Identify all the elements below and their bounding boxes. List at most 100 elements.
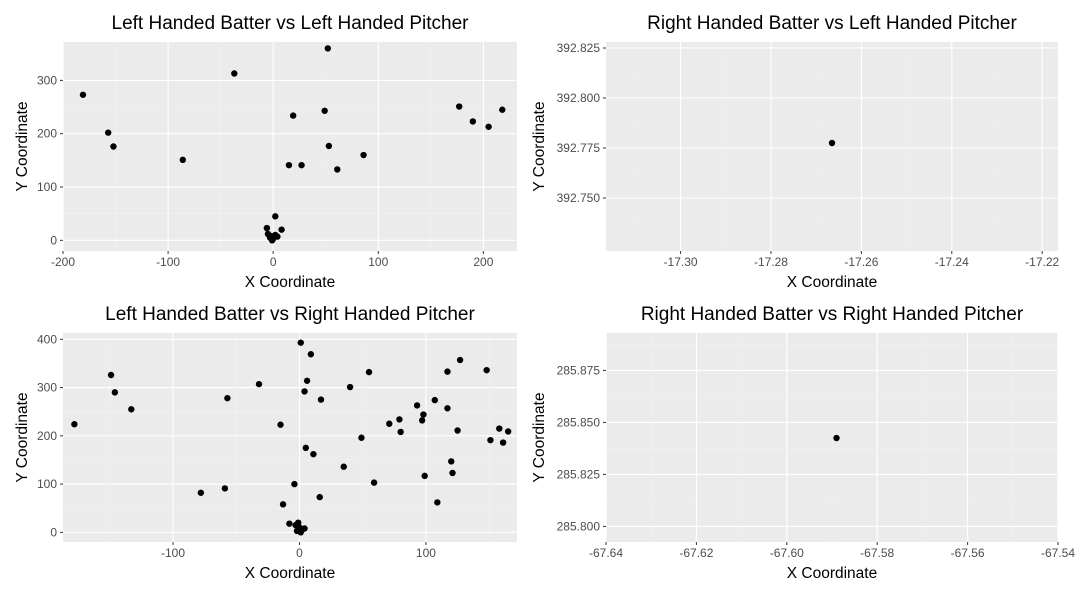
data-point: [325, 142, 333, 150]
y-tick-label: 285.800: [557, 519, 601, 533]
data-point: [224, 394, 231, 402]
x-tick-label: -17.28: [754, 255, 788, 269]
data-point: [71, 421, 78, 428]
panel-title: Right Handed Batter vs Left Handed Pitch…: [647, 13, 1017, 34]
data-point: [455, 103, 463, 110]
data-point: [307, 351, 315, 358]
data-point: [231, 70, 238, 77]
data-point: [303, 377, 311, 384]
x-axis-title: X Coordinate: [787, 565, 877, 582]
x-tick-label: 200: [473, 255, 493, 269]
y-axis-title: Y Coordinate: [14, 392, 31, 482]
plot-background: [63, 333, 517, 542]
y-axis-title: Y Coordinate: [14, 101, 31, 191]
data-point: [504, 428, 512, 435]
data-point: [298, 161, 305, 169]
x-tick-label: 0: [296, 546, 303, 560]
data-point: [360, 151, 367, 159]
panel-lhb-vs-rhp: Left Handed Batter vs Right Handed Pitch…: [14, 304, 517, 582]
y-tick-label: 392.775: [557, 141, 601, 155]
data-point: [279, 501, 287, 508]
grid: [63, 333, 517, 542]
x-tick-label: 0: [270, 255, 277, 269]
y-tick-label: 300: [37, 73, 57, 87]
data-point: [317, 396, 325, 403]
panel-rhb-vs-rhp: Right Handed Batter vs Right Handed Pitc…: [531, 304, 1075, 582]
data-point: [346, 383, 354, 391]
data-point: [444, 405, 451, 412]
x-tick-label: -17.24: [935, 255, 969, 269]
x-tick-label: -67.58: [860, 546, 894, 560]
x-tick-label: -67.62: [679, 546, 713, 560]
data-point: [291, 480, 298, 488]
data-point: [487, 436, 494, 444]
y-tick-label: 400: [37, 332, 57, 346]
grid: [605, 333, 1059, 542]
x-tick-label: -67.54: [1041, 546, 1075, 560]
y-axis-title: Y Coordinate: [531, 392, 548, 482]
panel-title: Left Handed Batter vs Right Handed Pitch…: [105, 304, 475, 325]
data-point: [316, 493, 323, 501]
data-point: [833, 434, 840, 442]
data-point: [431, 396, 438, 404]
data-point: [104, 129, 112, 136]
panel-lhb-vs-lhp: Left Handed Batter vs Left Handed Pitche…: [14, 13, 517, 291]
data-point: [421, 472, 428, 480]
data-point: [324, 45, 332, 52]
y-tick-label: 285.825: [557, 467, 601, 481]
data-point: [278, 226, 285, 233]
data-point: [418, 417, 426, 424]
data-point: [79, 91, 87, 98]
data-point: [370, 479, 378, 486]
y-tick-label: 0: [50, 233, 57, 247]
x-tick-label: -200: [51, 255, 75, 269]
data-point: [277, 421, 284, 428]
data-point: [310, 450, 317, 458]
x-axis-title: X Coordinate: [245, 274, 335, 291]
data-point: [110, 143, 117, 150]
data-point: [340, 463, 347, 470]
data-point: [111, 389, 119, 396]
x-axis: -100 0 100: [161, 542, 436, 560]
x-tick-label: -100: [156, 255, 180, 269]
data-point: [263, 224, 271, 232]
y-axis: 392.750 392.775 392.800 392.825: [557, 41, 606, 205]
data-point: [289, 112, 297, 119]
data-point: [128, 406, 135, 413]
y-tick-label: 200: [37, 429, 57, 443]
data-point: [469, 118, 477, 125]
panel-rhb-vs-lhp: Right Handed Batter vs Left Handed Pitch…: [531, 13, 1060, 291]
data-point: [454, 427, 461, 434]
data-point: [396, 416, 403, 423]
data-point: [297, 529, 304, 536]
data-point: [221, 485, 229, 492]
data-point: [295, 519, 302, 526]
x-tick-label: -67.64: [589, 546, 623, 560]
y-tick-label: 285.875: [557, 363, 601, 377]
panel-title: Right Handed Batter vs Right Handed Pitc…: [641, 304, 1024, 325]
points: [828, 139, 836, 147]
plot-background: [606, 42, 1058, 251]
data-point: [285, 161, 293, 169]
points: [833, 434, 840, 442]
data-point: [434, 499, 441, 506]
y-tick-label: 392.825: [557, 41, 601, 55]
x-tick-label: -100: [161, 546, 185, 560]
data-point: [485, 123, 492, 130]
y-axis: 0 100 200 300: [37, 73, 63, 247]
data-point: [499, 439, 507, 446]
data-point: [301, 388, 308, 395]
data-point: [179, 156, 187, 164]
points: [71, 339, 512, 536]
x-tick-label: -17.30: [664, 255, 698, 269]
panel-title: Left Handed Batter vs Left Handed Pitche…: [112, 13, 470, 34]
data-point: [302, 444, 310, 452]
x-axis-title: X Coordinate: [245, 565, 335, 582]
data-point: [499, 106, 506, 113]
data-point: [107, 371, 115, 379]
data-point: [456, 356, 464, 364]
x-tick-label: 100: [368, 255, 388, 269]
data-point: [266, 234, 274, 241]
points: [79, 45, 506, 244]
